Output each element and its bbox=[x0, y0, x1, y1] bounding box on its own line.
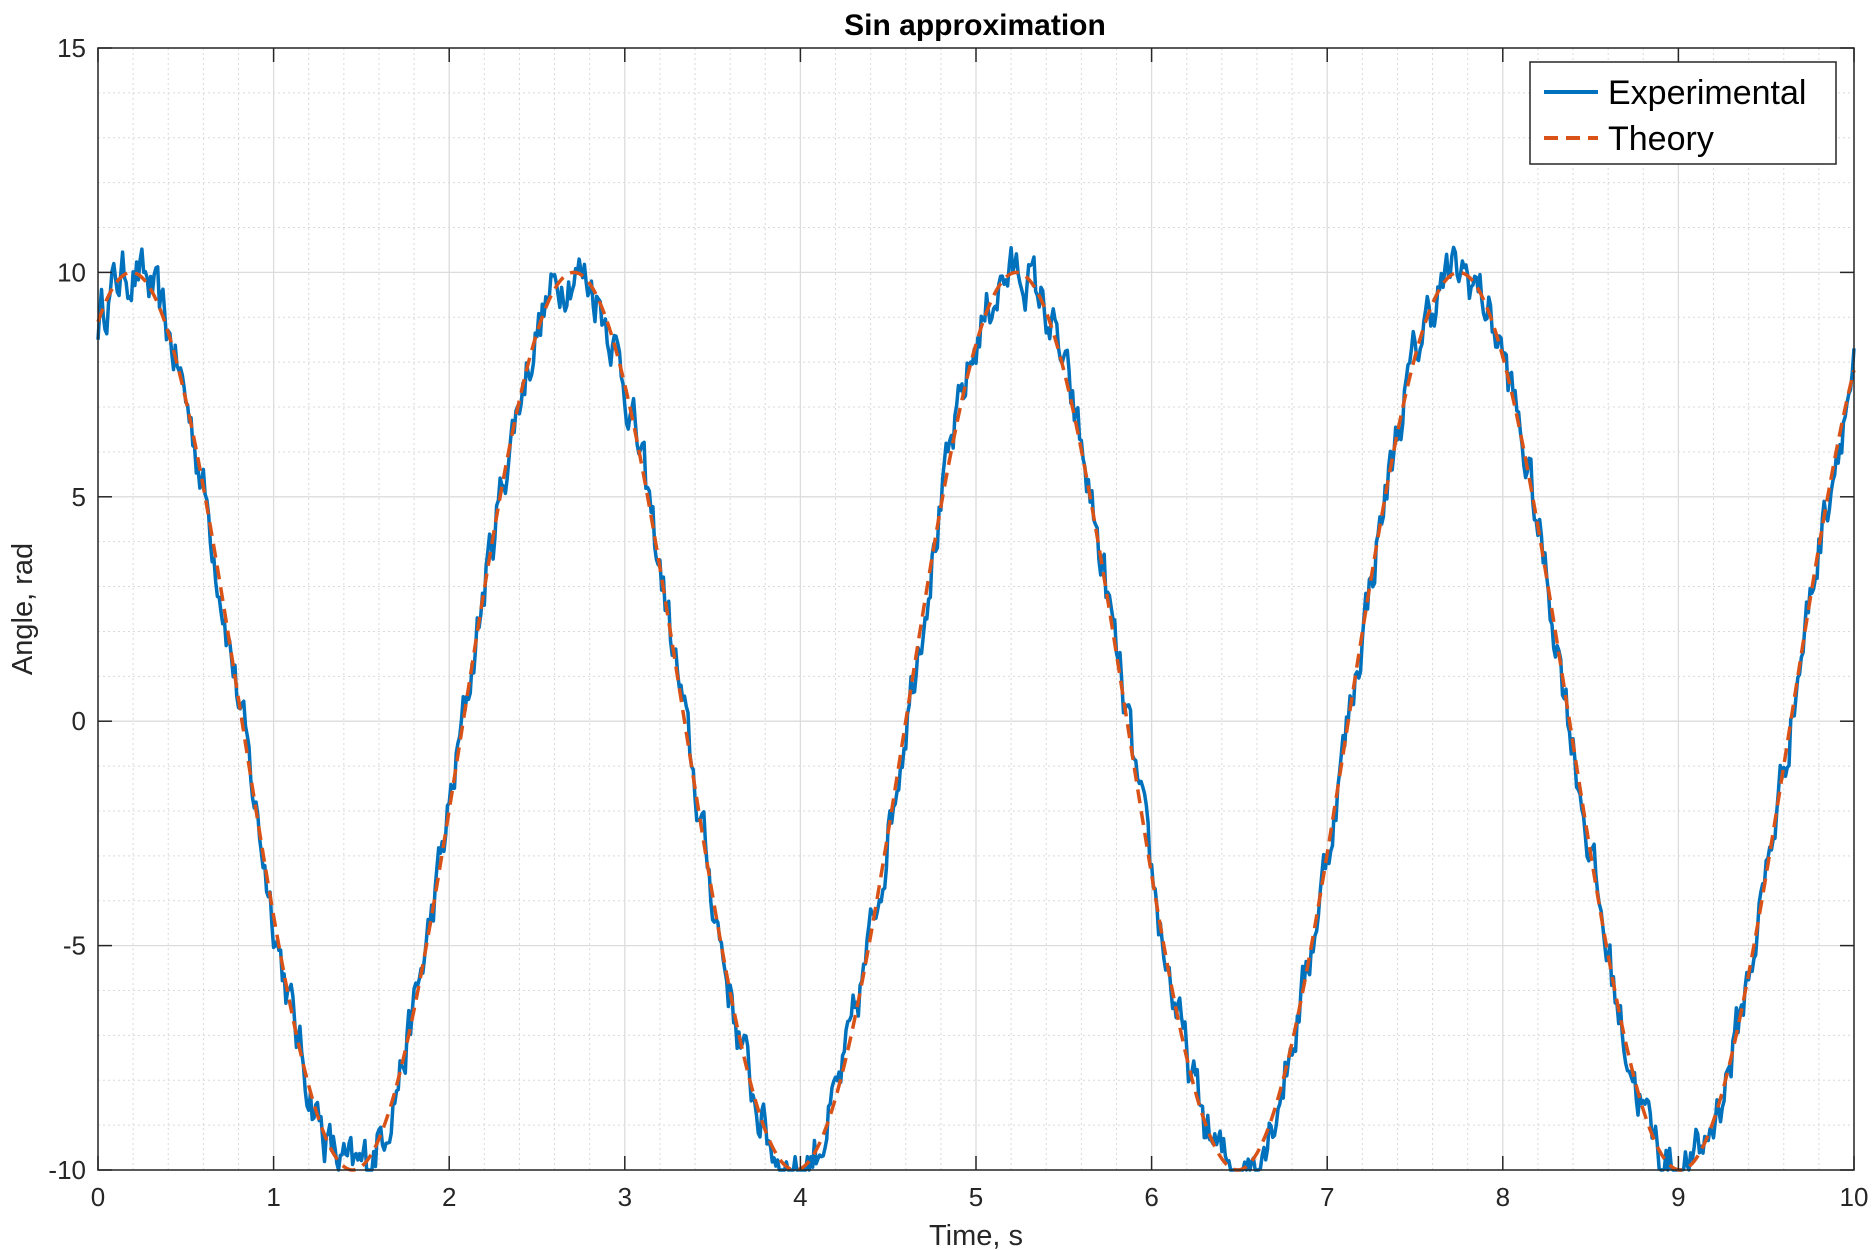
y-tick-label: 0 bbox=[72, 706, 86, 736]
y-tick-labels: -10 -5 0 5 10 15 bbox=[48, 33, 86, 1185]
x-axis-title: Time, s bbox=[929, 1220, 1023, 1250]
x-tick-label: 1 bbox=[266, 1182, 280, 1212]
legend-label-theory: Theory bbox=[1608, 120, 1714, 158]
x-tick-label: 3 bbox=[618, 1182, 632, 1212]
y-tick-label: 15 bbox=[57, 33, 86, 63]
y-axis-title: Angle, rad bbox=[7, 543, 39, 675]
x-tick-label: 2 bbox=[442, 1182, 456, 1212]
axes-box bbox=[97, 47, 1855, 1171]
legend-box bbox=[1529, 61, 1837, 165]
y-tick-label: -10 bbox=[48, 1155, 86, 1185]
series-line-experimental bbox=[96, 245, 1856, 1172]
series-layer bbox=[96, 245, 1856, 1172]
y-tick-label: -5 bbox=[63, 931, 86, 961]
x-tick-label: 6 bbox=[1144, 1182, 1158, 1212]
chart-title: Sin approximation bbox=[844, 9, 1106, 42]
x-tick-label: 9 bbox=[1671, 1182, 1685, 1212]
y-tick-label: 5 bbox=[72, 482, 86, 512]
x-tick-label: 8 bbox=[1496, 1182, 1510, 1212]
x-tick-label: 0 bbox=[91, 1182, 105, 1212]
plot-area: 0 1 2 3 4 5 6 7 8 9 10 -10 -5 0 5 10 15 bbox=[48, 33, 1868, 1212]
x-tick-label: 7 bbox=[1320, 1182, 1334, 1212]
x-tick-label: 5 bbox=[969, 1182, 983, 1212]
legend-label-experimental: Experimental bbox=[1608, 74, 1806, 112]
legend: Experimental Theory bbox=[1529, 61, 1837, 165]
axes-frame bbox=[97, 47, 1855, 1171]
y-tick-label: 10 bbox=[57, 257, 86, 287]
x-tick-label: 10 bbox=[1840, 1182, 1869, 1212]
x-tick-labels: 0 1 2 3 4 5 6 7 8 9 10 bbox=[91, 1182, 1869, 1212]
series-line-theory bbox=[96, 270, 1856, 1172]
x-tick-label: 4 bbox=[793, 1182, 807, 1212]
